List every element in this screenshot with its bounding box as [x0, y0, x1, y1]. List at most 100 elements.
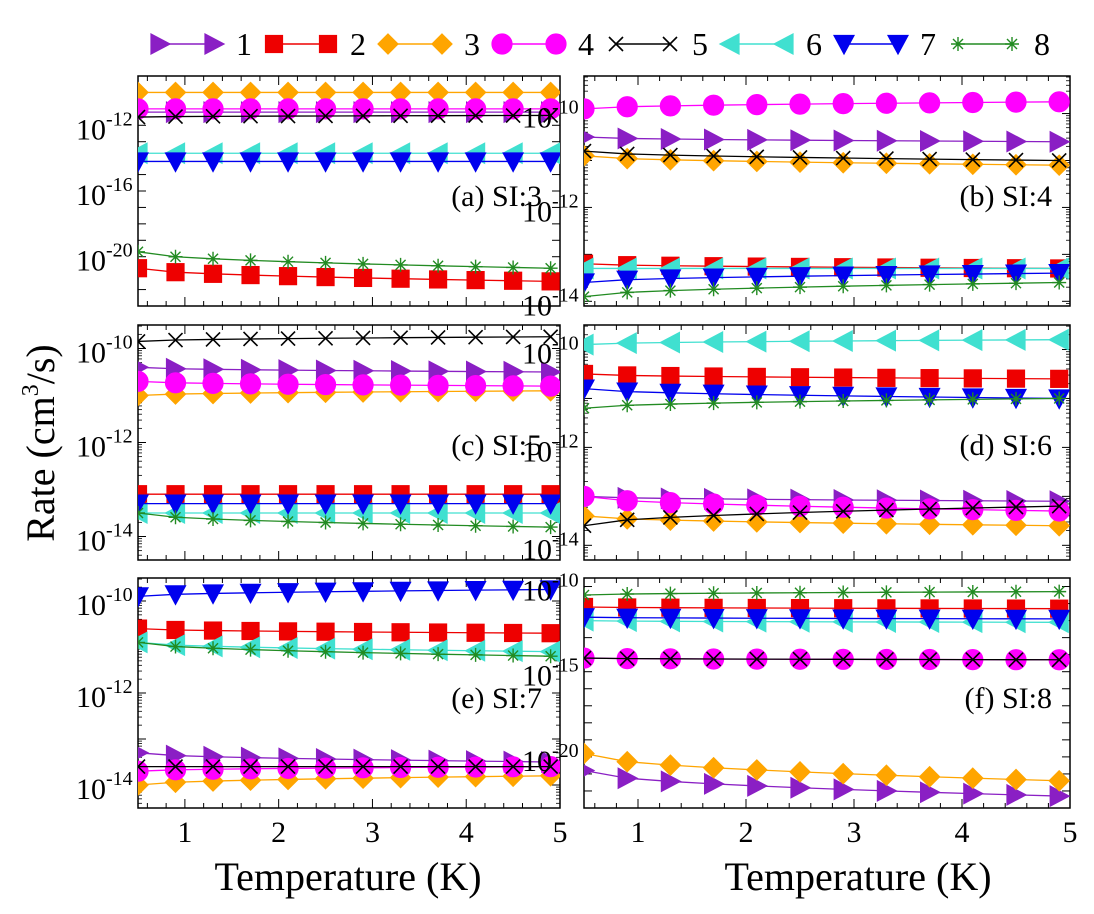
point-1 — [963, 782, 985, 805]
point-8 — [206, 512, 221, 527]
point-2 — [790, 368, 810, 387]
point-4 — [277, 98, 299, 120]
series-line-4 — [584, 101, 1060, 110]
point-8 — [620, 587, 635, 602]
point-3 — [745, 510, 768, 533]
point-7 — [788, 267, 812, 288]
series-line-8 — [138, 251, 551, 269]
y-tick-label: 10-16 — [76, 174, 133, 212]
point-8 — [663, 283, 678, 298]
point-8 — [706, 282, 721, 297]
point-2 — [278, 267, 298, 286]
point-5 — [205, 331, 221, 348]
point-4 — [1005, 499, 1027, 521]
point-5 — [1051, 498, 1067, 514]
point-5 — [138, 109, 146, 125]
point-7 — [202, 584, 225, 605]
point-7 — [314, 494, 337, 515]
point-8 — [206, 251, 221, 266]
panels: 10-12 10-16 10-20 (a) SI:3 10-10 10-12 10-14 (b… — [76, 75, 1078, 849]
point-7 — [389, 581, 412, 603]
point-2 — [316, 267, 335, 287]
x-tick-label: 2 — [271, 816, 286, 849]
point-4 — [138, 370, 149, 392]
point-7 — [389, 494, 412, 515]
point-7 — [702, 268, 725, 289]
series-line-8 — [584, 397, 1060, 409]
point-5 — [584, 650, 592, 666]
point-8 — [356, 256, 371, 271]
legend-entry-5: 5 — [608, 26, 708, 62]
point-3 — [1048, 154, 1070, 177]
point-7 — [1004, 609, 1028, 631]
point-7 — [239, 152, 262, 173]
point-4 — [1005, 91, 1027, 113]
x-tick-label: 1 — [631, 816, 646, 849]
point-1 — [617, 767, 639, 790]
point-7 — [239, 494, 262, 515]
point-4 — [616, 96, 638, 118]
point-1 — [1006, 783, 1028, 806]
legend-marker-end-4 — [545, 33, 567, 55]
point-4 — [164, 372, 187, 394]
legend-entry-6: 6 — [718, 26, 822, 62]
point-6 — [961, 329, 983, 352]
point-6 — [831, 329, 853, 352]
y-tick-label: 10-14 — [76, 768, 133, 806]
point-4 — [875, 497, 898, 519]
point-5 — [543, 107, 559, 123]
point-8 — [1052, 275, 1067, 290]
point-2 — [704, 367, 723, 386]
point-5 — [792, 651, 808, 667]
point-8 — [318, 255, 333, 270]
point-7 — [202, 494, 225, 515]
point-5 — [393, 108, 409, 124]
point-1 — [1006, 130, 1028, 153]
panel-label: (a) SI:3 — [451, 180, 542, 213]
point-4 — [239, 98, 262, 120]
series-line-2 — [138, 267, 551, 283]
series-line-1 — [138, 366, 551, 373]
legend-marker-start-6 — [718, 33, 740, 55]
point-6 — [584, 333, 594, 356]
series-line-3 — [584, 752, 1060, 782]
point-5 — [505, 759, 521, 775]
point-4 — [202, 98, 224, 120]
point-5 — [205, 759, 221, 775]
series-line-4 — [138, 765, 551, 772]
x-tick-label: 2 — [739, 816, 754, 849]
point-5 — [393, 759, 409, 775]
point-8 — [749, 395, 764, 410]
panel-6: 1 2 3 4 5 10-10 10-15 10-20 (f) SI:8 — [522, 570, 1078, 849]
point-7 — [918, 609, 941, 630]
point-4 — [164, 98, 187, 120]
point-3 — [918, 513, 941, 536]
point-5 — [1008, 652, 1024, 668]
point-5 — [584, 143, 592, 159]
point-5 — [792, 504, 808, 521]
point-8 — [836, 279, 851, 294]
series-line-5 — [584, 150, 1060, 162]
point-5 — [205, 108, 221, 124]
point-3 — [918, 152, 941, 175]
point-2 — [541, 624, 560, 643]
point-2 — [203, 621, 223, 640]
legend-label-8: 8 — [1034, 26, 1050, 62]
point-6 — [702, 331, 724, 354]
point-4 — [789, 495, 811, 517]
point-7 — [832, 609, 855, 630]
point-7 — [961, 264, 984, 286]
point-5 — [430, 329, 446, 346]
series-line-8 — [138, 512, 551, 528]
point-1 — [833, 129, 855, 152]
point-7 — [138, 494, 150, 515]
point-4 — [746, 494, 768, 516]
point-4 — [584, 98, 595, 120]
point-4 — [616, 490, 638, 512]
panel-frame — [583, 324, 1071, 561]
point-7 — [875, 265, 898, 287]
point-1 — [963, 130, 985, 153]
point-8 — [1009, 584, 1023, 599]
point-2 — [166, 263, 185, 282]
point-8 — [138, 506, 145, 520]
